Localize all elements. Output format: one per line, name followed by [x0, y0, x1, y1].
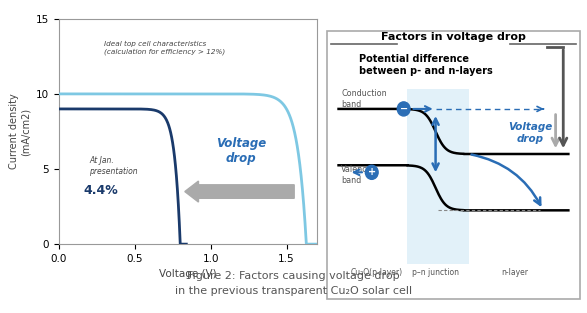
- Circle shape: [397, 102, 410, 116]
- Text: Potential difference
between p- and n-layers: Potential difference between p- and n-la…: [359, 54, 492, 76]
- Text: Voltage
drop: Voltage drop: [508, 122, 552, 144]
- Circle shape: [365, 165, 378, 179]
- FancyArrow shape: [185, 181, 294, 202]
- X-axis label: Voltage (V): Voltage (V): [159, 269, 217, 280]
- Text: p–n junction: p–n junction: [412, 268, 459, 277]
- Text: +: +: [367, 167, 376, 177]
- Text: Figure 2: Factors causing voltage drop
in the previous transparent Cu₂O solar ce: Figure 2: Factors causing voltage drop i…: [175, 271, 412, 296]
- Text: Ideal top cell characteristics
(calculation for efficiency > 12%): Ideal top cell characteristics (calculat…: [104, 41, 225, 55]
- Text: Conduction
band: Conduction band: [341, 90, 387, 109]
- Text: 4.4%: 4.4%: [84, 183, 119, 197]
- Text: −: −: [400, 103, 408, 113]
- Y-axis label: Current density
(mA/cm2): Current density (mA/cm2): [9, 94, 30, 169]
- Text: Cu₂O(p-layer): Cu₂O(p-layer): [351, 268, 403, 277]
- Text: Valence
band: Valence band: [341, 166, 373, 185]
- Text: n-layer: n-layer: [501, 268, 528, 277]
- Text: Factors in voltage drop: Factors in voltage drop: [381, 32, 526, 42]
- Text: At Jan.
presentation: At Jan. presentation: [89, 156, 138, 176]
- Bar: [407, 89, 469, 264]
- Text: Voltage
drop: Voltage drop: [216, 137, 266, 165]
- FancyBboxPatch shape: [327, 31, 580, 299]
